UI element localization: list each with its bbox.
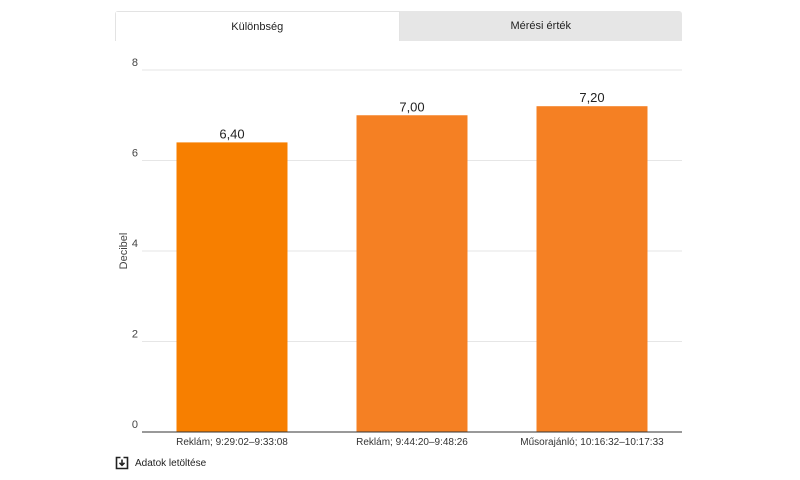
bar xyxy=(176,142,288,432)
y-tick-label: 4 xyxy=(132,238,138,250)
download-data-label: Adatok letöltése xyxy=(135,457,207,469)
tab-meresi-ertek[interactable]: Mérési érték xyxy=(399,11,682,41)
y-axis-title: Decibel xyxy=(118,233,130,270)
chart-tabs: Különbség Mérési érték xyxy=(115,11,682,41)
download-data-button[interactable]: Adatok letöltése xyxy=(115,456,206,470)
data-label: 7,00 xyxy=(399,99,424,114)
tab-kulonbseg[interactable]: Különbség xyxy=(115,11,400,41)
data-label: 6,40 xyxy=(219,126,244,141)
x-tick-label: Műsorajánló; 10:16:32–10:17:33 xyxy=(520,437,664,448)
y-tick-label: 0 xyxy=(132,419,138,431)
y-tick-label: 8 xyxy=(132,57,138,69)
download-icon xyxy=(115,456,129,470)
bar xyxy=(536,106,648,432)
x-tick-label: Reklám; 9:29:02–9:33:08 xyxy=(176,437,288,448)
x-tick-label: Reklám; 9:44:20–9:48:26 xyxy=(356,437,468,448)
bar xyxy=(356,115,468,432)
y-tick-label: 6 xyxy=(132,148,138,160)
data-label: 7,20 xyxy=(579,90,604,105)
y-tick-label: 2 xyxy=(132,329,138,341)
